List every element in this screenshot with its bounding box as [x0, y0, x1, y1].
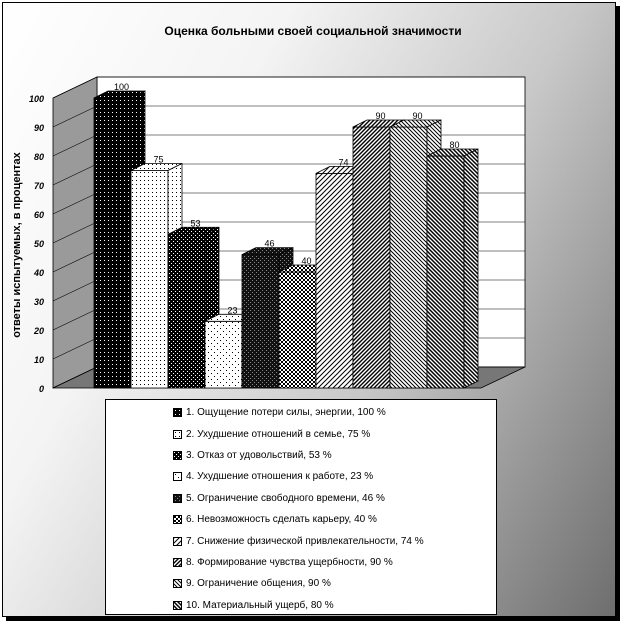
- legend-label: 8. Формирование чувства ущербности, 90 %: [186, 556, 393, 568]
- legend-item: 6. Невозможность сделать карьеру, 40 %: [106, 509, 496, 530]
- bar-value-label: 90: [412, 111, 422, 121]
- bar-value-label: 23: [227, 305, 237, 315]
- legend-item: 10. Материальный ущерб, 80 %: [106, 595, 496, 616]
- bar-value-label: 100: [114, 82, 129, 92]
- legend-item: 8. Формирование чувства ущербности, 90 %: [106, 552, 496, 573]
- y-tick-label: 100: [29, 94, 44, 104]
- legend-swatch: [173, 579, 182, 589]
- y-tick-label: 70: [34, 181, 44, 191]
- bar-front: [241, 254, 280, 389]
- legend-item: 7. Снижение физической привлекательности…: [106, 530, 496, 551]
- legend-item: 9. Ограничение общения, 90 %: [106, 573, 496, 594]
- bar-front: [352, 126, 391, 389]
- legend-swatch: [173, 600, 182, 610]
- legend-item: 5. Ограничение свободного времени, 46 %: [106, 488, 496, 509]
- legend-swatch: [173, 472, 182, 482]
- y-axis-label: ответы испытуемых, в процентах: [11, 151, 23, 337]
- bar-front: [389, 126, 428, 389]
- chart-bars: 100 75 53 23 46 40 74 90 90 80: [93, 82, 479, 389]
- legend-label: 3. Отказ от удовольствий, 53 %: [186, 449, 332, 461]
- bar-value-label: 75: [153, 155, 163, 165]
- chart-title: Оценка больными своей социальной значимо…: [164, 24, 461, 38]
- y-tick-label: 40: [33, 268, 44, 278]
- y-tick-label: 30: [34, 297, 44, 307]
- legend-label: 4. Ухудшение отношения к работе, 23 %: [186, 471, 374, 483]
- bar-value-label: 80: [449, 140, 459, 150]
- bar-value-label: 53: [190, 218, 200, 228]
- bar-value-label: 90: [375, 111, 385, 121]
- bar-front: [130, 170, 169, 389]
- legend-item: 1. Ощущение потери силы, энергии, 100 %: [106, 402, 496, 423]
- bar-value-label: 46: [264, 239, 274, 249]
- legend-swatch: [173, 408, 182, 418]
- legend-swatch: [173, 557, 182, 567]
- bar-value-label: 40: [301, 256, 311, 266]
- legend-label: 9. Ограничение общения, 90 %: [186, 578, 331, 590]
- legend-swatch: [173, 429, 182, 439]
- legend-item: 4. Ухудшение отношения к работе, 23 %: [106, 466, 496, 487]
- bar-front: [204, 320, 243, 389]
- chart-canvas: Оценка больными своей социальной значимо…: [11, 24, 526, 394]
- bar-front: [278, 271, 317, 389]
- legend-swatch: [173, 450, 182, 460]
- y-tick-label: 0: [39, 384, 44, 394]
- chart-frame: Оценка больными своей социальной значимо…: [2, 2, 616, 617]
- legend-item: 3. Отказ от удовольствий, 53 %: [106, 445, 496, 466]
- legend-swatch: [173, 493, 182, 503]
- bar-side: [463, 148, 479, 389]
- legend-swatch: [173, 536, 182, 546]
- legend-label: 10. Материальный ущерб, 80 %: [186, 599, 334, 611]
- legend-label: 5. Ограничение свободного времени, 46 %: [186, 492, 385, 504]
- y-tick-label: 90: [34, 123, 44, 133]
- y-tick-label: 50: [34, 239, 44, 249]
- bar-value-label: 74: [338, 157, 348, 167]
- y-tick-label: 60: [34, 210, 44, 220]
- chart-legend: 1. Ощущение потери силы, энергии, 100 % 2…: [105, 399, 497, 615]
- legend-label: 7. Снижение физической привлекательности…: [186, 535, 424, 547]
- legend-label: 6. Невозможность сделать карьеру, 40 %: [186, 514, 377, 526]
- legend-swatch: [173, 515, 182, 525]
- bar-front: [167, 233, 206, 389]
- y-tick-label: 80: [34, 152, 44, 162]
- gridline: [52, 76, 525, 99]
- legend-label: 1. Ощущение потери силы, энергии, 100 %: [186, 407, 386, 419]
- bar-front: [426, 155, 465, 389]
- y-tick-label: 10: [34, 355, 44, 365]
- bar-front: [93, 97, 132, 389]
- y-tick-label: 20: [33, 326, 44, 336]
- legend-item: 2. Ухудшение отношений в семье, 75 %: [106, 423, 496, 444]
- legend-label: 2. Ухудшение отношений в семье, 75 %: [186, 428, 371, 440]
- bar-front: [315, 172, 354, 389]
